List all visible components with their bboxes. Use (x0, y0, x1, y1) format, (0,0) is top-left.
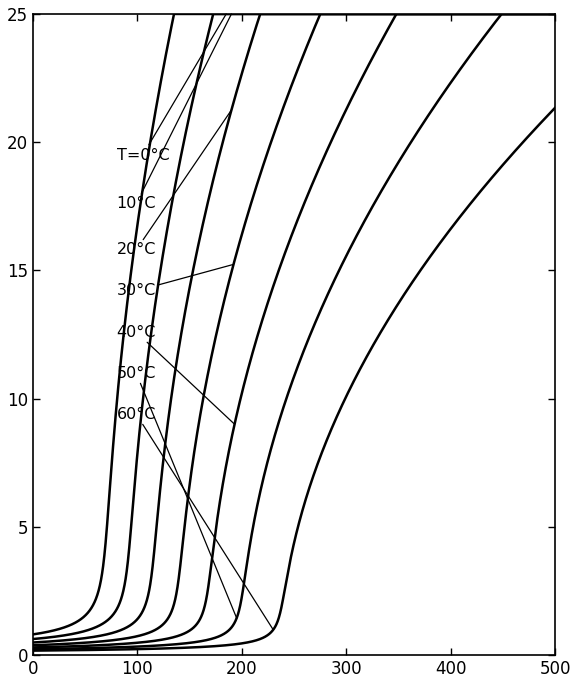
Text: 10°C: 10°C (117, 14, 231, 211)
Text: T=0°C: T=0°C (117, 14, 226, 162)
Text: 30°C: 30°C (117, 264, 234, 299)
Text: 20°C: 20°C (117, 110, 231, 258)
Text: 40°C: 40°C (117, 325, 235, 424)
Text: 50°C: 50°C (117, 366, 236, 618)
Text: 60°C: 60°C (117, 407, 273, 630)
